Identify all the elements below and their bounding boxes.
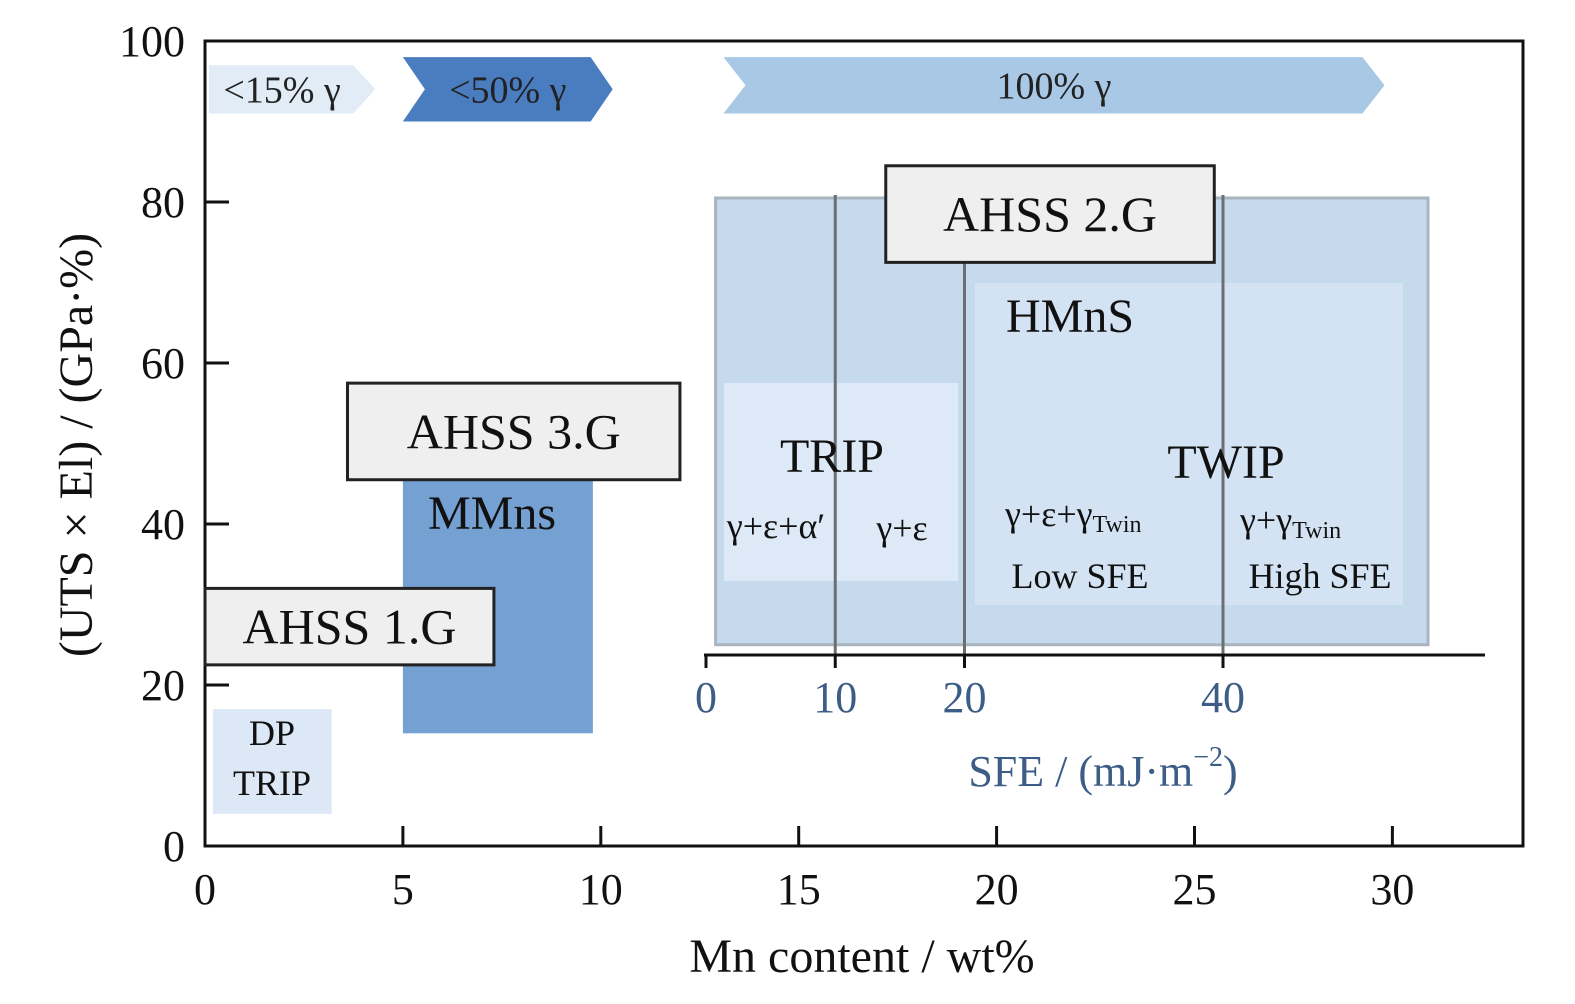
- sfe-tick-label-0: 0: [695, 673, 717, 722]
- sfe-axis-title-sup: −2: [1193, 742, 1223, 773]
- sfe-tick-label-20: 20: [943, 673, 987, 722]
- austenite-band-label-2: 100% γ: [997, 65, 1112, 107]
- ahss-generation-boxes: AHSS 1.G AHSS 2.G AHSS 3.G: [203, 164, 1216, 667]
- twip-phase-low-sub: Twin: [1093, 512, 1142, 538]
- sfe-dividers: [833, 195, 1225, 655]
- ahss-box-3: [345, 381, 682, 482]
- x-tick-label-10: 10: [579, 865, 623, 914]
- region-dp: [212, 709, 332, 814]
- hmns-label: HMnS: [1006, 290, 1134, 343]
- x-tick-label-5: 5: [392, 865, 414, 914]
- sfe-tick-label-10: 10: [813, 673, 857, 722]
- x-tick-label-15: 15: [777, 865, 821, 914]
- x-axis-ticks: 0 5 10 15 20 25 30: [194, 826, 1414, 914]
- trip-phase-1: γ+ε+α′: [726, 506, 825, 546]
- x-tick-label-30: 30: [1370, 865, 1414, 914]
- twip-phase-high-text: γ+γ: [1239, 500, 1292, 540]
- high-sfe-label: High SFE: [1248, 556, 1391, 596]
- x-tick-label-25: 25: [1172, 865, 1216, 914]
- y-tick-label-0: 0: [163, 822, 185, 871]
- x-tick-label-0: 0: [194, 865, 216, 914]
- austenite-band-1: [402, 57, 613, 122]
- sfe-tick-label-40: 40: [1201, 673, 1245, 722]
- dp-label: DP: [249, 713, 295, 753]
- plot-frame: [203, 39, 1525, 848]
- trip-low-label: TRIP: [233, 763, 311, 803]
- austenite-band-0: [208, 65, 376, 114]
- x-axis-title: Mn content / wt%: [689, 930, 1034, 983]
- sfe-axis-title-text: SFE / (mJ·m: [968, 747, 1193, 796]
- ahss-box-label-3: AHSS 3.G: [407, 403, 621, 459]
- low-sfe-label: Low SFE: [1011, 556, 1148, 596]
- twip-phase-high-sub: Twin: [1292, 518, 1341, 544]
- ahss-box-label-2: AHSS 2.G: [943, 186, 1157, 242]
- trip-subregion: [724, 383, 958, 581]
- y-tick-label-100: 100: [119, 17, 185, 66]
- sfe-axis: 0 10 20 40: [695, 653, 1485, 722]
- y-tick-label-60: 60: [141, 339, 185, 388]
- ahss-box-2: [884, 164, 1216, 264]
- sfe-axis-title: SFE / (mJ·m−2): [968, 742, 1237, 796]
- ahss-box-label-1: AHSS 1.G: [242, 599, 456, 655]
- twip-label: TWIP: [1167, 436, 1284, 489]
- y-axis-ticks: 0 20 40 60 80 100: [119, 17, 229, 871]
- y-tick-label-40: 40: [141, 500, 185, 549]
- twip-phase-high: γ+γTwin: [1239, 500, 1341, 544]
- mmns-label: MMns: [428, 487, 556, 540]
- twip-phase-low: γ+ε+γTwin: [1004, 494, 1142, 538]
- twip-phase-low-text: γ+ε+γ: [1004, 494, 1093, 534]
- austenite-bands: <15% γ <50% γ 100% γ: [208, 57, 1385, 122]
- y-axis-title: (UTS × El) / (GPa·%): [50, 233, 103, 657]
- twip-subregion: [975, 283, 1403, 605]
- austenite-band-label-1: <50% γ: [449, 69, 566, 111]
- x-tick-label-20: 20: [975, 865, 1019, 914]
- trip-phase-2: γ+ε: [875, 508, 927, 548]
- austenite-band-2: [723, 57, 1385, 114]
- ahss-box-1: [203, 586, 496, 667]
- trip-label: TRIP: [780, 430, 884, 483]
- austenite-band-label-0: <15% γ: [223, 69, 340, 111]
- y-tick-label-80: 80: [141, 178, 185, 227]
- sfe-axis-title-close: ): [1223, 747, 1238, 796]
- y-tick-label-20: 20: [141, 661, 185, 710]
